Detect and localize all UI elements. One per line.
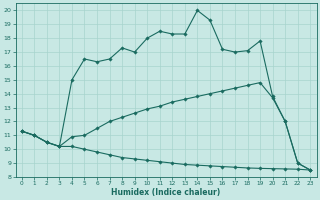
X-axis label: Humidex (Indice chaleur): Humidex (Indice chaleur) (111, 188, 221, 197)
